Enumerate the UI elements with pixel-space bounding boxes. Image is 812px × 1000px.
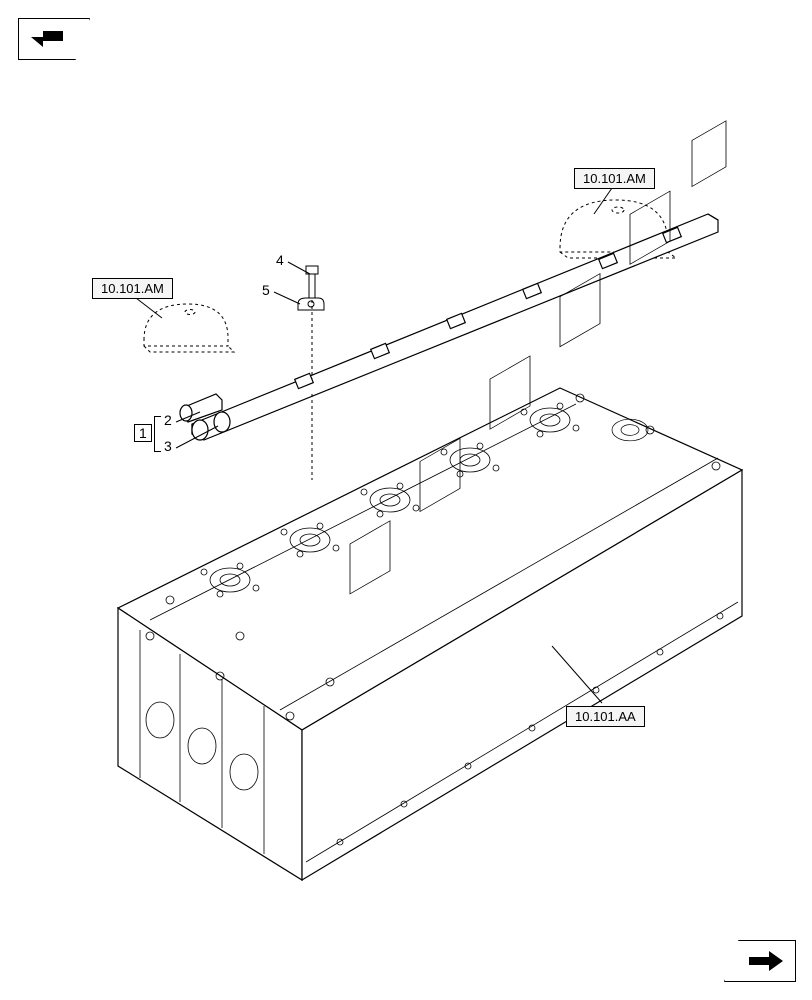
callout-4: 4 bbox=[276, 252, 284, 268]
callout-1-boxed: 1 bbox=[134, 424, 152, 442]
ref-label-text: 10.101.AM bbox=[583, 171, 646, 186]
ref-label-text: 10.101.AA bbox=[575, 709, 636, 724]
callout-bracket bbox=[154, 416, 161, 452]
ref-label-top-right: 10.101.AM bbox=[574, 168, 655, 189]
callout-5: 5 bbox=[262, 282, 270, 298]
callout-2: 2 bbox=[164, 412, 172, 428]
callout-3: 3 bbox=[164, 438, 172, 454]
ref-label-bottom: 10.101.AA bbox=[566, 706, 645, 727]
ref-label-text: 10.101.AM bbox=[101, 281, 164, 296]
exploded-diagram bbox=[0, 0, 812, 1000]
ref-label-left: 10.101.AM bbox=[92, 278, 173, 299]
